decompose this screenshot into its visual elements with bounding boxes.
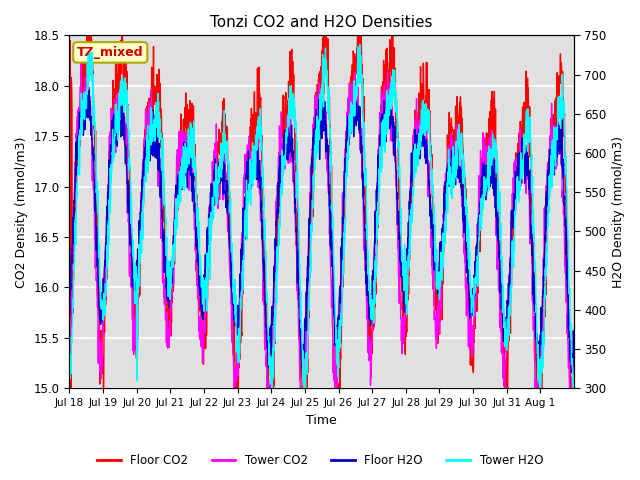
- X-axis label: Time: Time: [306, 414, 337, 427]
- Y-axis label: CO2 Density (mmol/m3): CO2 Density (mmol/m3): [15, 136, 28, 288]
- Title: Tonzi CO2 and H2O Densities: Tonzi CO2 and H2O Densities: [211, 15, 433, 30]
- Line: Floor H2O: Floor H2O: [69, 89, 574, 372]
- Line: Tower CO2: Tower CO2: [69, 63, 574, 388]
- Line: Tower H2O: Tower H2O: [69, 45, 574, 388]
- Legend: Floor CO2, Tower CO2, Floor H2O, Tower H2O: Floor CO2, Tower CO2, Floor H2O, Tower H…: [92, 449, 548, 472]
- Line: Floor CO2: Floor CO2: [69, 36, 574, 388]
- Text: TZ_mixed: TZ_mixed: [77, 46, 143, 59]
- Y-axis label: H2O Density (mmol/m3): H2O Density (mmol/m3): [612, 136, 625, 288]
